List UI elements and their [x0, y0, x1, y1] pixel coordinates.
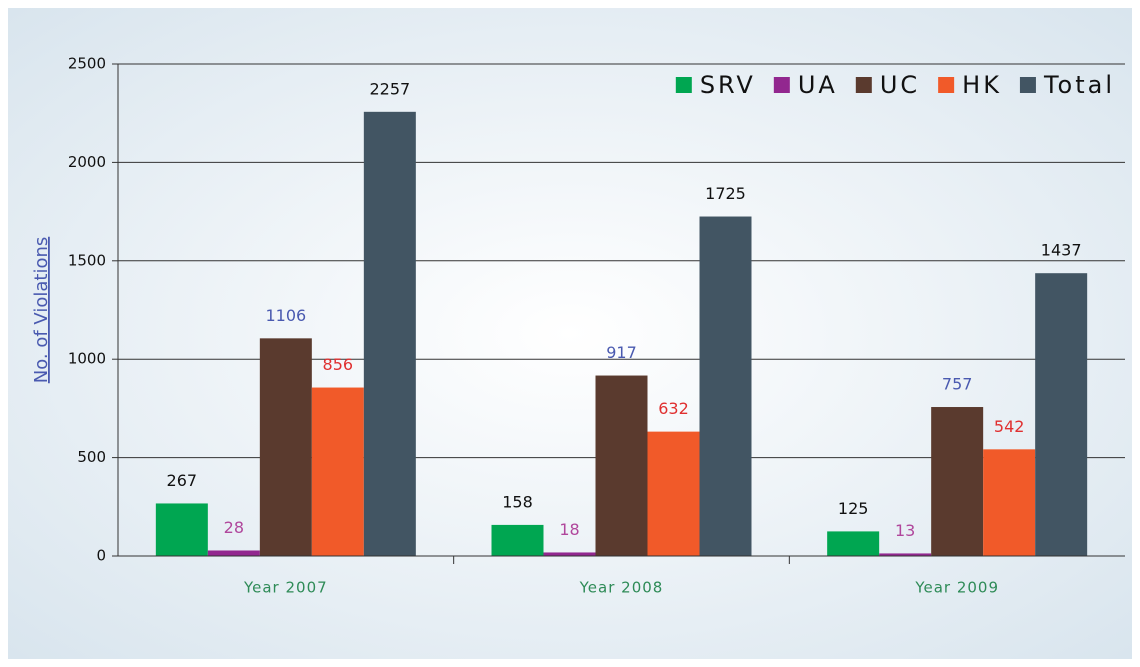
y-tick-label: 0 — [96, 547, 106, 565]
value-label: 632 — [658, 399, 689, 418]
legend-label: HK — [962, 71, 1002, 99]
y-tick-label: 2500 — [68, 55, 106, 73]
value-label: 13 — [895, 521, 915, 540]
y-axis-label: No. of Violations — [31, 237, 52, 384]
bar — [879, 553, 932, 556]
bar — [983, 449, 1036, 556]
bar — [259, 338, 312, 556]
bar — [595, 375, 648, 556]
y-tick-label: 1500 — [68, 251, 106, 269]
value-label: 1437 — [1041, 241, 1082, 260]
legend-swatch — [1019, 77, 1036, 93]
value-label: 1725 — [705, 184, 746, 203]
legend-swatch — [938, 77, 955, 93]
bar — [207, 550, 260, 556]
bar — [647, 431, 700, 556]
value-label: 856 — [323, 355, 354, 374]
bar — [1035, 273, 1088, 556]
bar — [827, 531, 880, 556]
value-label: 2257 — [369, 79, 410, 98]
bar — [543, 552, 596, 556]
bar — [491, 524, 544, 556]
value-label: 917 — [606, 343, 637, 362]
value-label: 1106 — [265, 306, 306, 325]
bar — [311, 387, 364, 556]
value-label: 18 — [559, 520, 579, 539]
value-label: 267 — [167, 471, 198, 490]
y-tick-label: 1000 — [68, 350, 106, 368]
value-label: 28 — [224, 518, 244, 537]
legend-swatch — [675, 77, 692, 93]
legend-label: SRV — [700, 71, 756, 99]
legend-swatch — [855, 77, 872, 93]
x-tick-label: Year 2009 — [914, 579, 999, 597]
value-label: 542 — [994, 417, 1025, 436]
legend-label: UC — [880, 71, 920, 99]
bar — [363, 111, 416, 557]
bar — [699, 216, 752, 556]
x-tick-label: Year 2007 — [243, 579, 328, 597]
y-tick-label: 2000 — [68, 153, 106, 171]
bar — [155, 503, 208, 556]
background — [8, 8, 1132, 659]
x-tick-label: Year 2008 — [579, 579, 664, 597]
legend-label: UA — [798, 71, 838, 99]
bar — [931, 407, 984, 556]
legend-label: Total — [1043, 71, 1115, 99]
value-label: 158 — [502, 492, 533, 511]
value-label: 757 — [942, 375, 973, 394]
y-tick-label: 500 — [77, 448, 106, 466]
value-label: 125 — [838, 499, 869, 518]
legend-swatch — [773, 77, 790, 93]
